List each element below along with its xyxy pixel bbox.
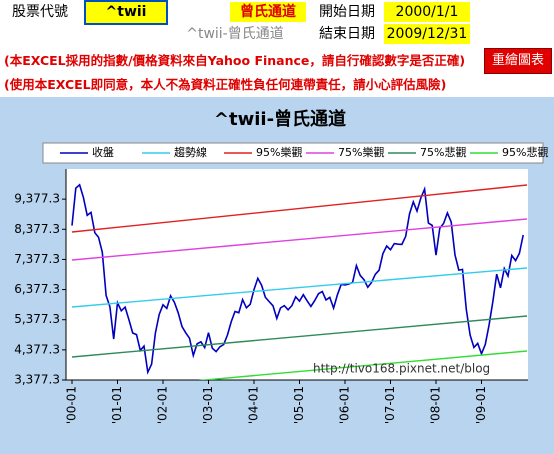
plot-lines: [71, 183, 528, 380]
legend-label: 75%樂觀: [338, 145, 384, 159]
series-line: [197, 350, 528, 380]
y-tick-label: 4,377.3: [14, 342, 60, 356]
legend-label: 95%樂觀: [256, 145, 302, 159]
x-tick-label: '06-01: [338, 386, 352, 424]
x-tick-label: '07-01: [383, 386, 397, 424]
y-tick-label: 6,377.3: [14, 282, 60, 296]
legend-label: 趨勢線: [174, 145, 207, 159]
stock-input[interactable]: ^twii: [84, 0, 168, 25]
y-tick-label: 5,377.3: [14, 312, 60, 326]
x-tick-label: '03-01: [201, 386, 215, 424]
end-label: 結束日期: [319, 26, 375, 42]
x-tick-label: '08-01: [429, 386, 443, 424]
series-line: [71, 184, 528, 233]
chart: ^twii-曾氏通道 3,377.3 4,377.3 5,377.3 6,377.3 7…: [0, 97, 554, 454]
start-label: 開始日期: [319, 4, 375, 20]
note: (使用本EXCEL即同意，本人不為資料正確性負任何連帶責任，請小心評估風險): [4, 77, 447, 92]
series-line: [71, 183, 524, 375]
x-tick-label: '05-01: [292, 386, 306, 424]
legend: [42, 142, 544, 164]
redraw-button[interactable]: 重繪圖表: [484, 48, 552, 74]
start-date[interactable]: 2000/1/1: [384, 2, 470, 22]
legend-label: 收盤: [92, 145, 114, 159]
series-line: [71, 267, 528, 308]
y-tick-label: 8,377.3: [14, 222, 60, 236]
legend-label: 95%悲觀: [502, 145, 548, 159]
y-tick-label: 9,377.3: [14, 192, 60, 206]
x-tick-label: '02-01: [156, 386, 170, 424]
annotation: http://tivo168.pixnet.net/blog: [313, 362, 490, 376]
x-tick-label: '01-01: [110, 386, 124, 424]
note: (本EXCEL採用的指數/價格資料來自Yahoo Finance，請自行確認數字…: [4, 53, 466, 68]
x-tick-label: '09-01: [474, 386, 488, 424]
method: 曾氏通道: [230, 2, 306, 22]
x-tick-label: '04-01: [247, 386, 261, 424]
series-line: [71, 315, 528, 358]
chart-title: ^twii-曾氏通道: [214, 108, 346, 130]
x-tick-label: '00-01: [65, 386, 79, 424]
legend-label: 75%悲觀: [420, 145, 466, 159]
end-date[interactable]: 2009/12/31: [384, 24, 470, 44]
stock-label: 股票代號: [12, 4, 68, 20]
y-tick-label: 7,377.3: [14, 252, 60, 266]
series-line: [71, 218, 528, 261]
chart-name: ^twii-曾氏通道: [186, 26, 284, 42]
y-tick-label: 3,377.3: [14, 373, 60, 387]
